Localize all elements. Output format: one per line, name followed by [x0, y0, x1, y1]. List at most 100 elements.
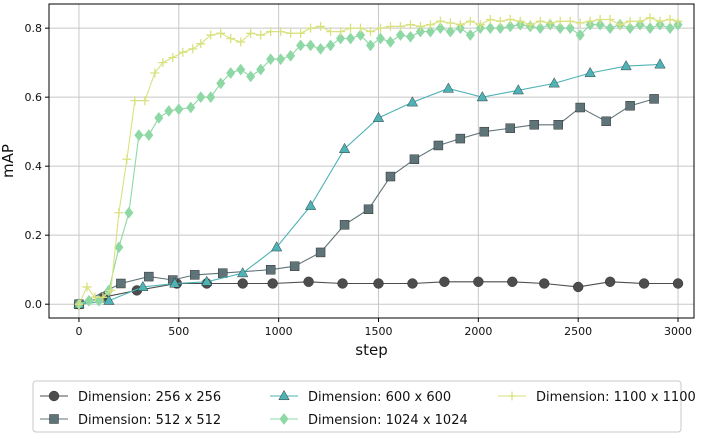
series-group — [73, 13, 684, 311]
data-point-triangle — [103, 294, 115, 305]
data-point-diamond — [405, 30, 416, 43]
data-point-plus — [525, 20, 535, 30]
data-point-square — [385, 171, 396, 182]
data-point-plus — [395, 21, 405, 31]
data-point-circle — [439, 276, 450, 287]
data-point-square — [409, 154, 420, 164]
data-point-diamond — [246, 70, 256, 83]
data-point-plus — [226, 34, 236, 44]
data-point-circle — [507, 276, 518, 287]
data-point-plus — [158, 58, 168, 68]
data-point-plus — [575, 18, 585, 28]
data-point-square — [339, 220, 350, 230]
series-2 — [74, 94, 659, 309]
plot-area — [48, 3, 695, 319]
data-point-square — [575, 102, 585, 113]
x-tick-label: 1500 — [364, 325, 392, 338]
data-point-triangle — [278, 390, 290, 400]
data-point-circle — [48, 390, 60, 402]
data-point-diamond — [415, 25, 425, 38]
data-point-plus — [515, 16, 525, 26]
data-point-plus — [366, 27, 376, 37]
data-point-plus — [114, 208, 124, 218]
data-point-circle — [373, 278, 384, 289]
data-point-plus — [535, 16, 545, 26]
data-point-diamond — [279, 413, 289, 425]
data-point-plus — [206, 30, 216, 40]
y-tick-label: 0.8 — [25, 22, 43, 35]
data-point-plus — [565, 16, 575, 26]
data-point-diamond — [306, 39, 316, 52]
data-point-circle — [638, 278, 650, 289]
series-line — [78, 98, 655, 305]
data-point-circle — [573, 281, 584, 293]
data-point-diamond — [495, 22, 505, 35]
data-point-plus — [140, 96, 150, 106]
data-point-plus — [346, 23, 356, 33]
data-point-triangle — [584, 67, 596, 77]
x-tick-label: 0 — [75, 325, 82, 338]
data-point-plus — [545, 18, 555, 28]
data-point-plus — [150, 68, 160, 78]
data-point-circle — [337, 278, 348, 289]
data-point-diamond — [625, 22, 635, 35]
data-point-plus — [326, 27, 336, 37]
legend-label: Dimension: 512 x 512 — [78, 413, 221, 428]
data-point-plus — [625, 16, 635, 26]
data-point-square — [479, 126, 490, 137]
legend-label: Dimension: 1100 x 1100 — [536, 390, 696, 405]
legend-item: Dimension: 1024 x 1024 — [270, 413, 468, 428]
data-point-circle — [539, 278, 550, 289]
data-point-circle — [237, 278, 248, 289]
data-point-diamond — [134, 129, 144, 142]
data-point-diamond — [316, 42, 326, 55]
data-point-diamond — [505, 20, 515, 33]
data-point-plus — [296, 28, 306, 38]
data-point-diamond — [575, 29, 585, 41]
data-point-diamond — [355, 29, 366, 41]
data-point-diamond — [645, 22, 655, 35]
y-tick-label: 0.6 — [25, 91, 43, 104]
data-point-diamond — [226, 67, 236, 79]
data-point-plus — [74, 299, 84, 309]
data-point-square — [363, 204, 374, 215]
data-point-square — [218, 268, 228, 278]
legend-item: Dimension: 256 x 256 — [40, 390, 221, 405]
data-point-triangle — [476, 91, 488, 102]
series-line — [78, 63, 661, 305]
x-tick-label: 2000 — [464, 325, 492, 338]
data-point-square — [144, 271, 154, 282]
data-point-triangle — [169, 277, 181, 288]
data-point-plus — [505, 15, 515, 25]
data-point-diamond — [335, 32, 346, 45]
data-point-plus — [90, 292, 100, 302]
data-point-diamond — [485, 22, 495, 35]
data-point-diamond — [286, 49, 296, 62]
data-point-plus — [336, 27, 346, 37]
data-point-diamond — [535, 22, 545, 35]
data-point-plus — [507, 391, 517, 401]
data-point-triangle — [237, 267, 249, 278]
data-point-square — [625, 101, 635, 111]
data-point-circle — [473, 276, 484, 287]
x-tick-label: 3000 — [664, 325, 692, 338]
data-point-plus — [475, 20, 485, 30]
data-point-diamond — [435, 22, 445, 35]
data-point-triangle — [372, 111, 385, 122]
legend-item: Dimension: 512 x 512 — [40, 413, 221, 428]
data-point-plus — [405, 20, 415, 30]
x-tick-label: 500 — [168, 325, 189, 338]
data-point-diamond — [595, 18, 605, 31]
data-point-plus — [435, 16, 445, 26]
data-point-diamond — [465, 29, 475, 41]
data-point-plus — [485, 15, 495, 25]
data-point-circle — [672, 278, 684, 289]
data-point-square — [505, 123, 515, 133]
x-tick-label: 1000 — [265, 325, 293, 338]
data-point-plus — [635, 16, 645, 26]
data-point-triangle — [654, 58, 666, 69]
data-point-square — [553, 120, 563, 130]
data-point-diamond — [665, 22, 675, 35]
data-point-plus — [555, 16, 565, 26]
